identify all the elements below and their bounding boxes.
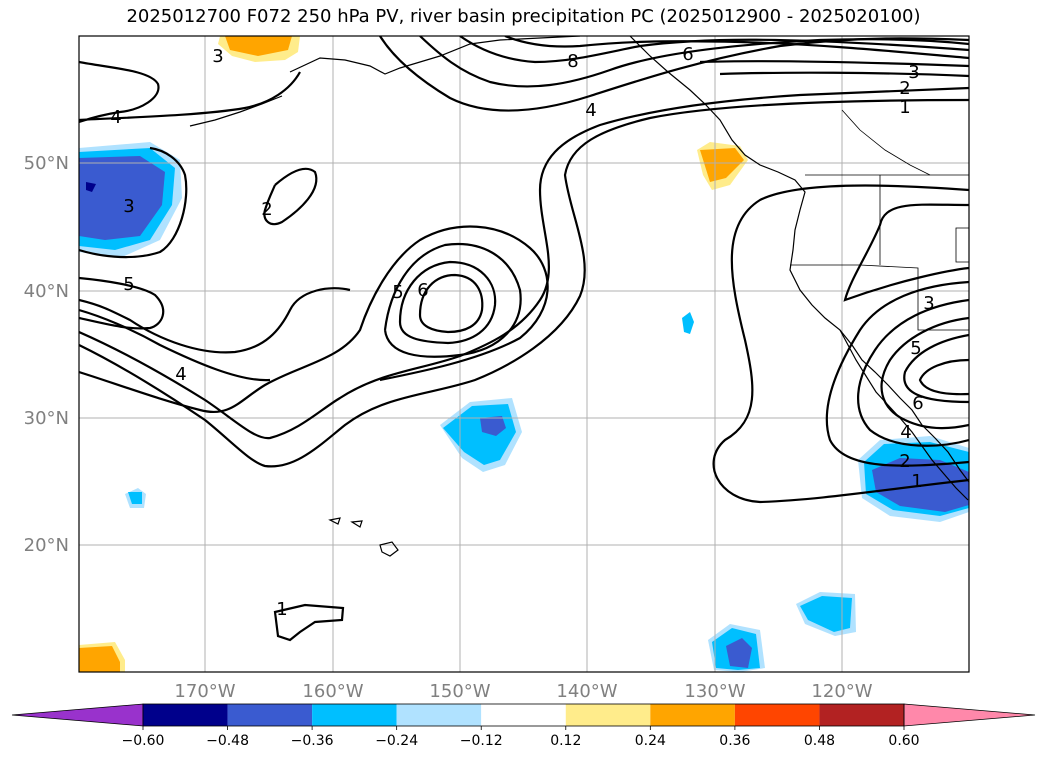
shaded-areas bbox=[79, 36, 969, 672]
shade-orange-north-core bbox=[225, 36, 292, 56]
colorbar-tick-label: −0.24 bbox=[375, 733, 418, 749]
contour-label: 2 bbox=[261, 199, 272, 220]
colorbar-swatch bbox=[565, 704, 651, 726]
contour-label: 3 bbox=[923, 293, 934, 314]
colorbar-outline bbox=[142, 703, 905, 727]
colorbar-tick-label: 0.48 bbox=[804, 733, 835, 749]
map-frame bbox=[78, 35, 970, 673]
colorbar-swatch bbox=[734, 704, 820, 726]
lon-label: 160°W bbox=[302, 681, 363, 702]
contour-label: 6 bbox=[682, 44, 693, 65]
contour-label: 4 bbox=[110, 107, 121, 128]
shade-orange-bc-core bbox=[700, 148, 744, 182]
map-area: 3 8 6 3 2 1 4 4 2 3 5 6 5 4 3 5 6 4 2 1 … bbox=[79, 36, 969, 672]
colorbar-tick-label: −0.12 bbox=[460, 733, 503, 749]
contour-label: 4 bbox=[175, 364, 186, 385]
contour-label: 5 bbox=[910, 338, 921, 359]
lon-label: 130°W bbox=[684, 681, 745, 702]
contour-label: 3 bbox=[908, 62, 919, 83]
contour-label: 4 bbox=[900, 422, 911, 443]
colorbar-tick-label: 0.60 bbox=[888, 733, 919, 749]
lon-label: 140°W bbox=[556, 681, 617, 702]
colorbar-swatch bbox=[227, 704, 313, 726]
colorbar-swatch bbox=[481, 704, 566, 726]
contour-label: 3 bbox=[123, 196, 134, 217]
contour-label: 8 bbox=[567, 51, 578, 72]
colorbar-tick-label: 0.36 bbox=[719, 733, 750, 749]
contour-label: 5 bbox=[123, 274, 134, 295]
colorbar-swatch bbox=[650, 704, 735, 726]
lat-label: 50°N bbox=[24, 153, 69, 174]
shade-darkblue-west bbox=[86, 182, 96, 192]
shade-blue-small bbox=[682, 312, 694, 334]
latitude-labels: 50°N 40°N 30°N 20°N bbox=[24, 153, 69, 556]
colorbar-swatch bbox=[143, 704, 228, 726]
colorbar-extend-low bbox=[11, 703, 144, 727]
shade-blue-south-2-core bbox=[726, 638, 752, 668]
colorbar-tick-label: 0.12 bbox=[550, 733, 581, 749]
colorbar-tick-label: −0.36 bbox=[291, 733, 334, 749]
contour-label: 1 bbox=[899, 97, 910, 118]
colorbar-swatch bbox=[396, 704, 482, 726]
shade-blue-south-1-core bbox=[800, 596, 852, 632]
shade-orange-southwest-core bbox=[79, 646, 120, 672]
gridlines bbox=[79, 36, 969, 672]
contour-label: 2 bbox=[899, 78, 910, 99]
colorbar-swatch bbox=[312, 704, 397, 726]
colorbar-tick-label: −0.48 bbox=[206, 733, 249, 749]
lat-label: 20°N bbox=[24, 535, 69, 556]
colorbar: −0.60 −0.48 −0.36 −0.24 −0.12 0.12 0.24 0.36 0.4… bbox=[11, 703, 1036, 749]
contour-label: 6 bbox=[912, 393, 923, 414]
contour-label: 5 bbox=[392, 282, 403, 303]
contour-label: 1 bbox=[911, 471, 922, 492]
shade-blue-pacific-core bbox=[480, 416, 506, 436]
contour-labels: 3 8 6 3 2 1 4 4 2 3 5 6 5 4 3 5 6 4 2 1 … bbox=[110, 44, 934, 620]
shade-blue-west-small-core bbox=[128, 492, 142, 504]
colorbar-swatch bbox=[819, 704, 904, 726]
contour-label: 1 bbox=[276, 599, 287, 620]
lon-label: 150°W bbox=[429, 681, 490, 702]
colorbar-tick-label: −0.60 bbox=[122, 733, 165, 749]
contour-label: 6 bbox=[417, 280, 428, 301]
longitude-labels: 170°W 160°W 150°W 140°W 130°W 120°W bbox=[174, 681, 872, 702]
lat-label: 30°N bbox=[24, 408, 69, 429]
contour-label: 2 bbox=[899, 451, 910, 472]
colorbar-tick-label: 0.24 bbox=[635, 733, 666, 749]
colorbar-extend-high bbox=[903, 703, 1036, 727]
lon-label: 170°W bbox=[174, 681, 235, 702]
lon-label: 120°W bbox=[811, 681, 872, 702]
pv-contours bbox=[79, 36, 969, 642]
contour-label: 4 bbox=[585, 100, 596, 121]
map-title: 2025012700 F072 250 hPa PV, river basin … bbox=[126, 6, 921, 27]
contour-label: 3 bbox=[212, 46, 223, 67]
shade-blue-west-core bbox=[79, 156, 165, 240]
lat-label: 40°N bbox=[24, 281, 69, 302]
